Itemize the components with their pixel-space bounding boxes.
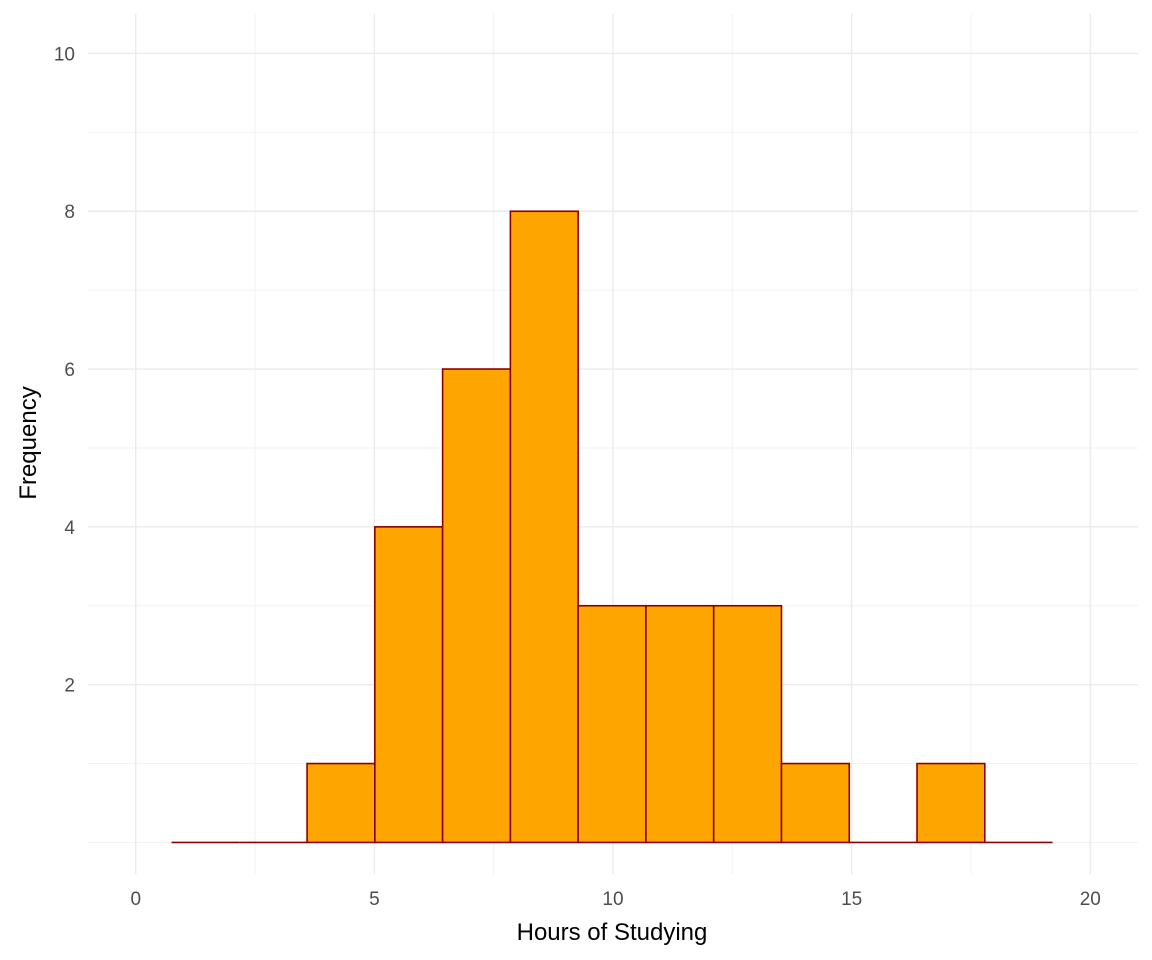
histogram-bar xyxy=(780,762,851,844)
histogram-bar xyxy=(577,604,647,844)
histogram-bar xyxy=(374,526,444,844)
histogram-bar xyxy=(712,604,783,844)
y-axis-title: Frequency xyxy=(15,386,42,499)
y-tick-label: 6 xyxy=(64,360,75,381)
x-axis-tick-labels: 0 5 10 15 20 xyxy=(130,889,1100,910)
x-tick-label: 0 xyxy=(130,889,141,910)
x-tick-label: 15 xyxy=(841,889,862,910)
x-axis-title: Hours of Studying xyxy=(517,919,708,946)
x-tick-label: 5 xyxy=(369,889,380,910)
histogram-bar xyxy=(645,604,715,844)
y-tick-label: 10 xyxy=(54,44,75,65)
histogram-bar xyxy=(306,762,376,844)
y-axis-tick-labels: 2 4 6 8 10 xyxy=(54,44,76,696)
histogram-bar xyxy=(916,762,986,844)
y-tick-label: 4 xyxy=(64,518,75,539)
histogram-bar xyxy=(441,368,512,844)
histogram-bar xyxy=(509,210,579,844)
x-tick-label: 20 xyxy=(1080,889,1101,910)
histogram-bars xyxy=(171,210,1053,844)
y-tick-label: 8 xyxy=(64,202,75,223)
y-tick-label: 2 xyxy=(64,676,75,697)
x-tick-label: 10 xyxy=(602,889,623,910)
